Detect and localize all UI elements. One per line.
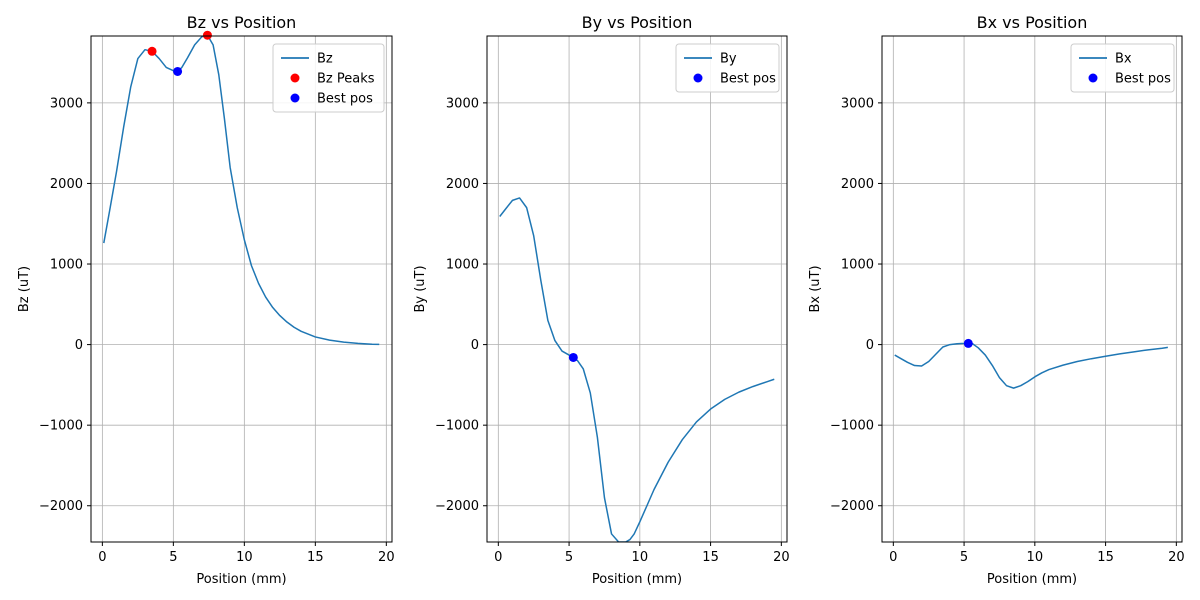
legend-label: By bbox=[720, 52, 737, 67]
series-line-bx bbox=[894, 342, 1168, 389]
x-tick-label: 0 bbox=[494, 550, 502, 565]
legend-marker-swatch bbox=[290, 73, 300, 83]
legend-label: Best pos bbox=[1115, 72, 1171, 87]
y-tick-label: 1000 bbox=[50, 258, 83, 273]
legend-marker-swatch bbox=[1088, 73, 1098, 83]
subplot-bz: 0 5 10 15 20 −2000 −1000 0 1000 2000 3000 Bz vs Pos… bbox=[17, 13, 395, 587]
y-axis-label: Bz (uT) bbox=[17, 266, 32, 312]
chart-title: Bz vs Position bbox=[187, 13, 297, 32]
x-tick-label: 0 bbox=[98, 550, 106, 565]
y-tick-label: 2000 bbox=[841, 177, 874, 192]
subplot-by: 0 5 10 15 20 −2000 −1000 0 1000 2000 3000 By vs Pos… bbox=[413, 13, 790, 587]
x-tick-label: 5 bbox=[565, 550, 573, 565]
x-tick-label: 15 bbox=[702, 550, 719, 565]
legend: By Best pos bbox=[675, 43, 780, 93]
y-tick-label: −1000 bbox=[39, 419, 83, 434]
x-tick-label: 20 bbox=[773, 550, 790, 565]
x-tick-label: 20 bbox=[1168, 550, 1185, 565]
legend-box bbox=[272, 43, 385, 113]
y-tick-label: 0 bbox=[866, 338, 874, 353]
legend-marker-swatch bbox=[693, 73, 703, 83]
chart-title: Bx vs Position bbox=[977, 13, 1088, 32]
y-tick-label: 1000 bbox=[446, 258, 479, 273]
x-tick-label: 10 bbox=[1027, 550, 1044, 565]
plot-area bbox=[103, 36, 380, 346]
x-tick-label: 20 bbox=[378, 550, 395, 565]
y-tick-label: 1000 bbox=[841, 258, 874, 273]
point-best-pos bbox=[568, 352, 578, 362]
y-axis-label: Bx (uT) bbox=[808, 265, 823, 312]
x-tick-label: 15 bbox=[307, 550, 324, 565]
y-tick-label: 0 bbox=[471, 338, 479, 353]
y-axis-label: By (uT) bbox=[413, 265, 428, 312]
x-axis-label: Position (mm) bbox=[196, 572, 286, 587]
plot-area bbox=[499, 197, 775, 542]
plot-area bbox=[894, 342, 1168, 389]
y-tick-label: −2000 bbox=[830, 499, 874, 514]
x-axis-label: Position (mm) bbox=[592, 572, 682, 587]
point-best-pos bbox=[173, 66, 183, 76]
legend-marker-swatch bbox=[290, 93, 300, 103]
series-line-by bbox=[499, 197, 775, 542]
series-line-bz bbox=[103, 36, 380, 346]
legend: Bx Best pos bbox=[1070, 43, 1175, 93]
y-tick-label: −2000 bbox=[39, 499, 83, 514]
y-tick-label: −1000 bbox=[830, 419, 874, 434]
y-tick-label: 2000 bbox=[446, 177, 479, 192]
legend-label: Bz bbox=[317, 52, 333, 67]
point-bz-peaks bbox=[147, 46, 157, 56]
y-tick-label: 0 bbox=[75, 338, 83, 353]
axes-frame bbox=[90, 35, 393, 543]
point-best-pos bbox=[963, 338, 973, 348]
legend-label: Best pos bbox=[317, 92, 373, 107]
legend-label: Bz Peaks bbox=[317, 72, 375, 87]
subplot-bx: 0 5 10 15 20 −2000 −1000 0 1000 2000 3000 Bx vs Pos… bbox=[808, 13, 1185, 587]
x-tick-label: 0 bbox=[889, 550, 897, 565]
y-tick-label: 3000 bbox=[446, 96, 479, 111]
x-axis-label: Position (mm) bbox=[987, 572, 1077, 587]
y-tick-label: 3000 bbox=[50, 96, 83, 111]
y-tick-label: −2000 bbox=[435, 499, 479, 514]
x-tick-label: 5 bbox=[960, 550, 968, 565]
x-tick-label: 5 bbox=[169, 550, 177, 565]
legend-label: Bx bbox=[1115, 52, 1132, 67]
y-tick-label: 2000 bbox=[50, 177, 83, 192]
axes-frame bbox=[881, 35, 1183, 543]
point-bz-peaks bbox=[202, 30, 212, 40]
x-tick-label: 10 bbox=[236, 550, 253, 565]
x-tick-label: 10 bbox=[632, 550, 649, 565]
legend: Bz Bz Peaks Best pos bbox=[272, 43, 385, 113]
x-tick-label: 15 bbox=[1097, 550, 1114, 565]
axes-frame bbox=[486, 35, 788, 543]
y-tick-label: 3000 bbox=[841, 96, 874, 111]
y-tick-label: −1000 bbox=[435, 419, 479, 434]
legend-label: Best pos bbox=[720, 72, 776, 87]
chart-title: By vs Position bbox=[582, 13, 693, 32]
